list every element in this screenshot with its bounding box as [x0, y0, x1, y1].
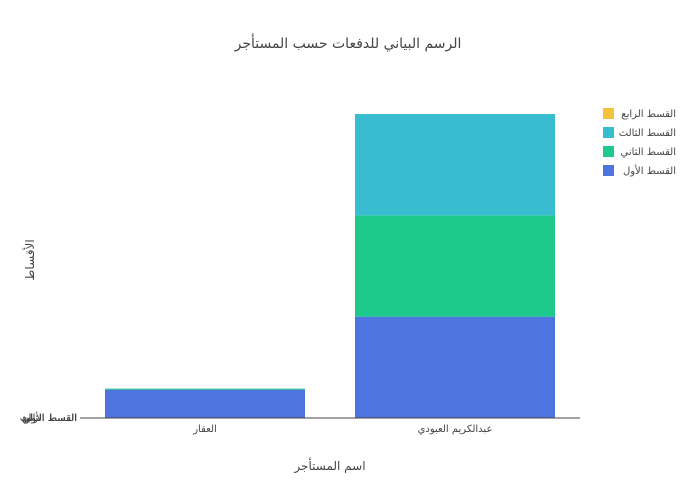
legend-item[interactable]: القسط الرابع — [603, 108, 676, 120]
chart-title: الرسم البياني للدفعات حسب المستأجر — [234, 33, 462, 52]
legend-item[interactable]: القسط الأول — [603, 164, 676, 177]
y-tick-label: القسط الثالث — [20, 413, 77, 424]
x-tick-label: عبدالكريم العبودي — [418, 424, 493, 435]
bar-1-1[interactable] — [105, 389, 305, 418]
y-axis-title: الأقساط — [22, 239, 37, 280]
legend-swatch — [603, 165, 614, 176]
y-tick-label: القسط الرابع — [22, 413, 77, 424]
bar-2-2[interactable] — [355, 215, 555, 317]
y-tick-label: القسط الأول — [24, 411, 77, 424]
legend-swatch — [603, 146, 614, 157]
legend-label: القسط الثالث — [619, 128, 676, 139]
legend-swatch — [603, 127, 614, 138]
bar-2-1[interactable] — [105, 388, 305, 390]
x-axis-title: اسم المستأجر — [293, 457, 365, 474]
legend-item[interactable]: القسط الثاني — [603, 146, 676, 158]
legend-item[interactable]: القسط الثالث — [603, 127, 676, 139]
x-tick-label: العقار — [192, 424, 217, 435]
y-tick-label: القسط الثاني — [22, 413, 77, 424]
bar-1-2[interactable] — [355, 316, 555, 418]
legend-label: القسط الرابع — [621, 109, 676, 120]
legend[interactable]: القسط الرابع القسط الثالث القسط الثاني القس… — [603, 108, 676, 177]
legend-label: القسط الأول — [623, 164, 676, 177]
legend-swatch — [603, 108, 614, 119]
x-tick-labels: العقار عبدالكريم العبودي — [192, 424, 492, 435]
plot-area — [105, 114, 555, 418]
legend-label: القسط الثاني — [621, 147, 676, 158]
bar-3-2[interactable] — [355, 114, 555, 216]
